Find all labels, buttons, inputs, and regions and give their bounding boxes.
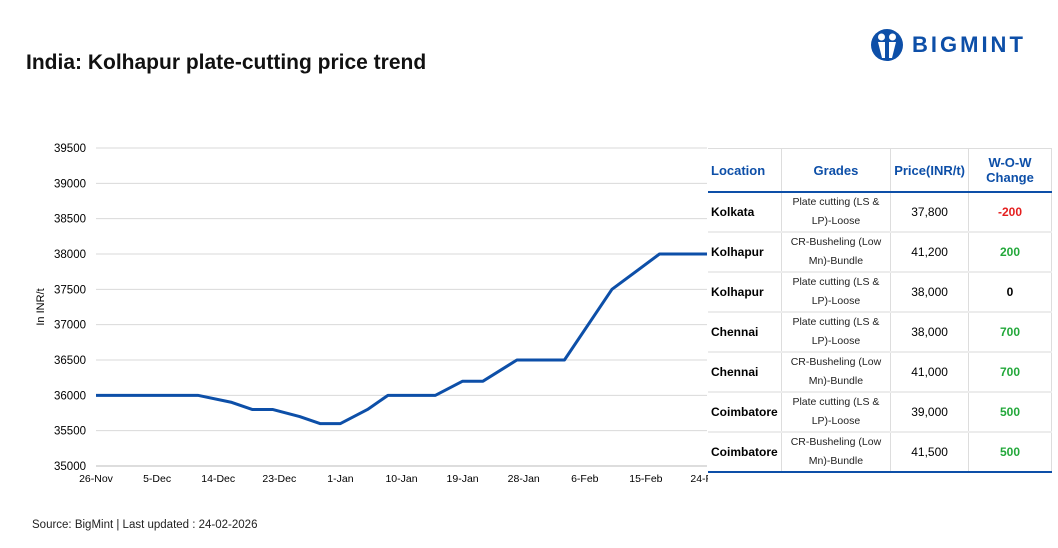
- cell-price: 39,000: [890, 392, 969, 433]
- x-tick-label: 5-Dec: [143, 473, 171, 485]
- x-tick-label: 10-Jan: [385, 473, 417, 485]
- cell-location: Chennai: [708, 312, 782, 353]
- column-header: Grades: [781, 148, 892, 193]
- cell-grade: CR-Busheling (Low Mn)-Bundle: [781, 352, 892, 393]
- table-row: Chennai CR-Busheling (Low Mn)-Bundle 41,00…: [708, 352, 1052, 393]
- cell-price: 37,800: [890, 192, 969, 233]
- table-row: Kolhapur Plate cutting (LS & LP)-Loose 38,…: [708, 272, 1052, 313]
- x-tick-label: 19-Jan: [447, 473, 479, 485]
- cell-change: 200: [968, 232, 1052, 273]
- cell-change: 0: [968, 272, 1052, 313]
- table-row: Coimbatore CR-Busheling (Low Mn)-Bundle 41…: [708, 432, 1052, 473]
- cell-grade: Plate cutting (LS & LP)-Loose: [781, 392, 892, 433]
- cell-location: Chennai: [708, 352, 782, 393]
- cell-grade: Plate cutting (LS & LP)-Loose: [781, 312, 892, 353]
- cell-location: Coimbatore: [708, 392, 782, 433]
- price-table: Location Grades Price(INR/t) W-O-W Change K…: [708, 148, 1052, 473]
- x-tick-label: 14-Dec: [201, 473, 235, 485]
- logo-icon: [871, 29, 903, 61]
- y-tick-label: 35500: [54, 426, 86, 438]
- y-axis-label: In INR/t: [35, 288, 47, 325]
- y-axis-ticks: 35000 35500 36000 36500 37000 37500 38000 38500…: [54, 143, 86, 473]
- cell-location: Kolhapur: [708, 272, 782, 313]
- cell-price: 38,000: [890, 272, 969, 313]
- cell-change: 500: [968, 392, 1052, 433]
- table-row: Coimbatore Plate cutting (LS & LP)-Loose 3…: [708, 392, 1052, 433]
- cell-grade: CR-Busheling (Low Mn)-Bundle: [781, 232, 892, 273]
- y-tick-label: 37500: [54, 284, 86, 296]
- cell-location: Coimbatore: [708, 432, 782, 473]
- y-tick-label: 36000: [54, 390, 86, 402]
- series: [95, 252, 708, 426]
- gridlines: [96, 147, 707, 467]
- y-tick-label: 35000: [54, 461, 86, 473]
- y-tick-label: 39500: [54, 143, 86, 155]
- table-row: Kolkata Plate cutting (LS & LP)-Loose 37,8…: [708, 192, 1052, 233]
- cell-price: 41,000: [890, 352, 969, 393]
- line-chart: 35000 35500 36000 36500 37000 37500 38000 38500…: [35, 143, 708, 485]
- cell-price: 41,200: [890, 232, 969, 273]
- y-tick-label: 38000: [54, 249, 86, 261]
- cell-location: Kolhapur: [708, 232, 782, 273]
- series-line: [96, 252, 707, 426]
- x-tick-label: 24-Feb: [690, 473, 708, 485]
- cell-price: 41,500: [890, 432, 969, 473]
- x-axis-ticks: 26-Nov 5-Dec 14-Dec 23-Dec 1-Jan 10-Jan 19-Jan…: [79, 473, 708, 485]
- source-note: Source: BigMint | Last updated : 24-02-2…: [32, 519, 258, 531]
- cell-grade: CR-Busheling (Low Mn)-Bundle: [781, 432, 892, 473]
- y-tick-label: 36500: [54, 355, 86, 367]
- logo-text: BIGMINT: [912, 32, 1026, 57]
- table-row: Chennai Plate cutting (LS & LP)-Loose 38,0…: [708, 312, 1052, 353]
- x-tick-label: 15-Feb: [629, 473, 662, 485]
- cell-price: 38,000: [890, 312, 969, 353]
- cell-change: -200: [968, 192, 1052, 233]
- y-tick-label: 37000: [54, 320, 86, 332]
- cell-location: Kolkata: [708, 192, 782, 233]
- cell-change: 700: [968, 312, 1052, 353]
- cell-grade: Plate cutting (LS & LP)-Loose: [781, 192, 892, 233]
- table-row: Kolhapur CR-Busheling (Low Mn)-Bundle 41,2…: [708, 232, 1052, 273]
- y-tick-label: 38500: [54, 214, 86, 226]
- column-header: Location: [708, 148, 782, 193]
- x-tick-label: 28-Jan: [508, 473, 540, 485]
- column-header: Price(INR/t): [890, 148, 969, 193]
- cell-change: 500: [968, 432, 1052, 473]
- y-tick-label: 39000: [54, 178, 86, 190]
- cell-grade: Plate cutting (LS & LP)-Loose: [781, 272, 892, 313]
- bigmint-logo: BIGMINT: [870, 28, 1026, 62]
- cell-change: 700: [968, 352, 1052, 393]
- x-tick-label: 1-Jan: [327, 473, 353, 485]
- x-tick-label: 6-Feb: [571, 473, 599, 485]
- column-header: W-O-W Change: [968, 148, 1052, 193]
- chart-title: India: Kolhapur plate-cutting price tren…: [26, 51, 427, 74]
- x-tick-label: 26-Nov: [79, 473, 114, 485]
- table-header-row: Location Grades Price(INR/t) W-O-W Change: [708, 148, 1052, 193]
- x-tick-label: 23-Dec: [262, 473, 296, 485]
